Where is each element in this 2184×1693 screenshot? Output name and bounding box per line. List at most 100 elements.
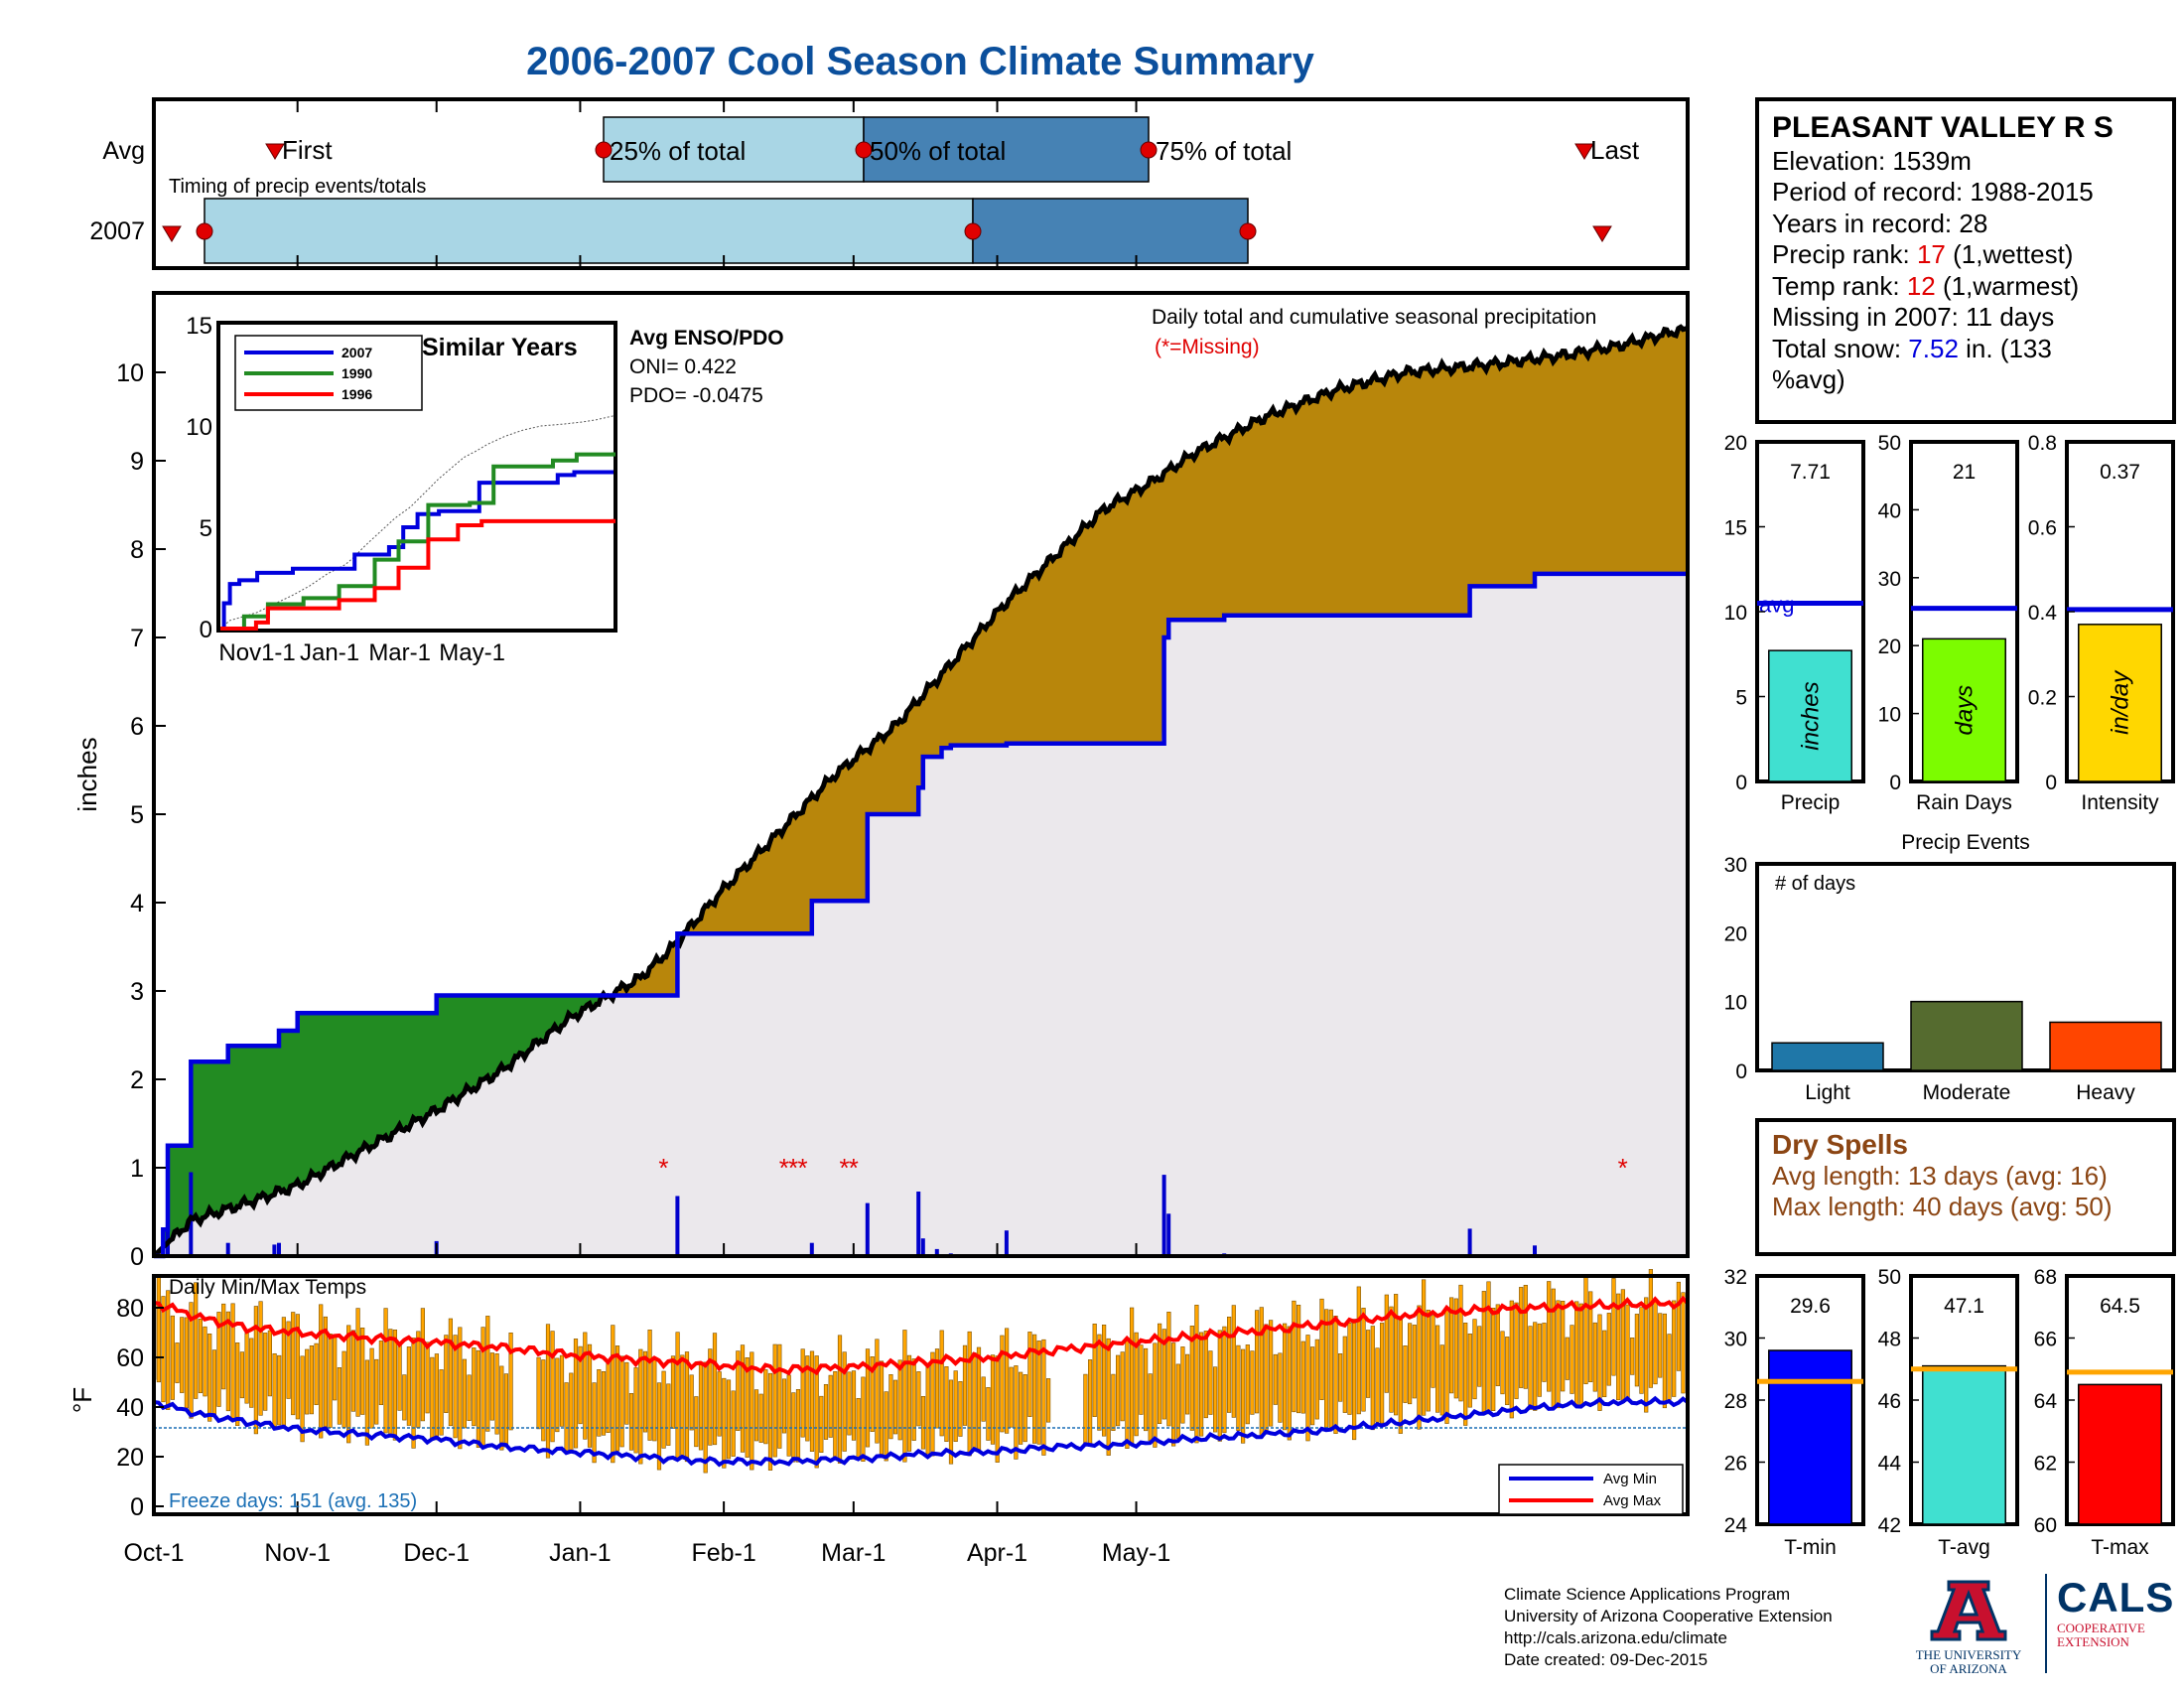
rain-days-chart-tick-label: 30 (1878, 568, 1901, 591)
precip-event-bar (1771, 1042, 1884, 1071)
precip-events-axis: 0 10 20 30 Light Moderate Heavy (1724, 854, 2136, 1104)
daily-temp-bar (1453, 1298, 1458, 1399)
intensity-chart-tick-label: 0.8 (2028, 432, 2057, 455)
daily-temp-bar (1370, 1326, 1375, 1431)
daily-temp-bar (1347, 1323, 1352, 1415)
missing-day-marker: * (849, 1153, 859, 1183)
dry-spells-avg: Avg length: 13 days (avg: 16) (1772, 1161, 2108, 1191)
daily-temp-bar (503, 1373, 509, 1448)
daily-temp-bar (1412, 1325, 1417, 1399)
main-y-tick-label: 8 (130, 536, 144, 564)
daily-temp-bar (1389, 1306, 1394, 1413)
main-y-tick-label: 6 (130, 713, 144, 741)
daily-temp-bar (402, 1374, 407, 1421)
precip-chart-bar (1768, 649, 1852, 782)
precip-chart-tick-label: 10 (1724, 602, 1747, 625)
daily-temp-bar (1111, 1373, 1116, 1431)
daily-temp-bar (944, 1366, 949, 1443)
t-avg-chart-tick-label: 48 (1878, 1329, 1901, 1351)
daily-temp-bar (1283, 1323, 1288, 1431)
daily-temp-bar (333, 1334, 338, 1401)
daily-temp-bar (990, 1354, 996, 1445)
p25-avg-marker (595, 141, 613, 159)
rain-days-chart-unit-label: days (1952, 685, 1979, 736)
inset-y-tick-label: 0 (200, 617, 212, 643)
daily-temp-bar (291, 1312, 296, 1416)
daily-temp-bar (1144, 1347, 1149, 1432)
daily-temp-bar (392, 1330, 398, 1441)
daily-temp-bar (263, 1333, 268, 1411)
rain-days-chart-value: 21 (1953, 461, 1976, 484)
daily-temp-bar (1278, 1352, 1283, 1423)
timing-avg-25-50-bar (603, 116, 865, 183)
missing-day-marker: * (839, 1153, 849, 1183)
daily-temp-bar (986, 1387, 991, 1441)
daily-temp-bar (972, 1352, 977, 1452)
daily-temp-bar (1472, 1319, 1477, 1400)
daily-temp-bar (249, 1338, 254, 1408)
daily-temp-bar (1259, 1307, 1264, 1439)
daily-temp-bar (1634, 1314, 1639, 1387)
daily-temp-bar (597, 1369, 602, 1437)
daily-temp-bar (1570, 1325, 1574, 1394)
footer-credits: Climate Science Applications Program Uni… (1504, 1584, 1833, 1671)
footer-line-3[interactable]: http://cals.arizona.edu/climate (1504, 1628, 1727, 1647)
daily-temp-bar (587, 1343, 593, 1448)
daily-temp-bar (508, 1333, 513, 1431)
daily-temp-bar (1380, 1323, 1385, 1424)
daily-temp-bar (272, 1353, 277, 1427)
daily-temp-bar (309, 1345, 315, 1415)
daily-temp-bar (624, 1361, 629, 1425)
daily-temp-bars (152, 1269, 1686, 1474)
cals-text-2: EXTENSION (2057, 1634, 2129, 1649)
daily-temp-bar (750, 1351, 754, 1471)
rain-days-chart-tick-label: 0 (1889, 772, 1901, 794)
daily-temp-bar (611, 1325, 615, 1464)
rain-days-chart-label: Rain Days (1916, 791, 2012, 814)
daily-temp-bar (1422, 1279, 1427, 1416)
daily-temp-bar (708, 1348, 713, 1446)
dry-spells-frame (1755, 1118, 2176, 1256)
daily-temp-bar (406, 1346, 412, 1426)
inset-y-axis: 0 5 10 15 (186, 313, 212, 643)
timing-2007-50-75-bar (972, 198, 1249, 264)
daily-temp-bar (1606, 1313, 1611, 1386)
temp-y-axis: 0 20 40 60 80 (116, 1295, 164, 1521)
daily-temp-bar (1116, 1354, 1121, 1427)
rain-days-chart-tick-label: 10 (1878, 704, 1901, 727)
precip-chart-tick-label: 5 (1735, 687, 1747, 710)
daily-temp-bar (1019, 1371, 1024, 1445)
daily-temp-bar (995, 1355, 1000, 1463)
last-avg-marker (1574, 143, 1594, 160)
daily-temp-bar (476, 1349, 481, 1448)
daily-temp-bar (703, 1361, 708, 1474)
main-y-tick-label: 5 (130, 801, 144, 829)
station-name: PLEASANT VALLEY R S (1772, 111, 2114, 144)
intensity-chart-tick-label: 0.4 (2028, 602, 2058, 625)
precip-events-tick-label: 20 (1724, 922, 1747, 945)
daily-temp-bar (239, 1351, 245, 1399)
daily-temp-bar (244, 1333, 249, 1404)
daily-temp-bar (1361, 1308, 1366, 1412)
daily-temp-bar (374, 1358, 379, 1425)
daily-precip-bar (916, 1192, 921, 1256)
footer-line-2: University of Arizona Cooperative Extens… (1504, 1607, 1833, 1625)
daily-temp-bar (467, 1374, 472, 1422)
daily-temp-bar (1166, 1312, 1171, 1427)
daily-temp-bar (1134, 1332, 1139, 1437)
university-of-arizona-logo: THE UNIVERSITY OF ARIZONA (1914, 1574, 2023, 1676)
t-min-chart-label: T-min (1784, 1536, 1837, 1559)
t-max-chart-tick-label: 64 (2034, 1390, 2058, 1413)
intensity-chart-label: Intensity (2081, 791, 2159, 814)
daily-temp-bar (1519, 1287, 1524, 1388)
temp-y-tick-label: 20 (116, 1444, 144, 1472)
t-avg-chart-tick-label: 50 (1878, 1266, 1901, 1289)
daily-temp-bar (1338, 1353, 1343, 1402)
intensity-chart: 0.37 in/day 0 0.2 0.4 0.6 0.8 Intensity (2028, 432, 2175, 814)
temp-plot-frame (152, 1274, 1690, 1516)
ua-block-a-icon (1930, 1580, 2007, 1641)
daily-temp-bar (1083, 1373, 1088, 1445)
daily-temp-bar (925, 1362, 930, 1455)
daily-temp-bar (300, 1355, 305, 1443)
precip-event-bar (2049, 1021, 2162, 1071)
